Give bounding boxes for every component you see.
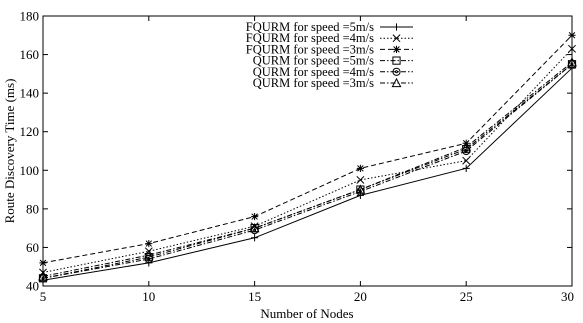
series-6-point [249, 222, 260, 233]
legend-marker-2 [392, 34, 401, 43]
legend-label-4: QURM for speed =5m/s [253, 54, 374, 68]
series-line-3 [42, 34, 573, 264]
plot-frame [42, 15, 573, 287]
series-3-point [356, 164, 364, 172]
x-tick-label: 25 [460, 289, 473, 304]
ticks-layer: 40 60 80 100 120 140 160 180 5 10 15 20 25 30 [20, 9, 575, 305]
series-6-point [143, 249, 154, 260]
legend-label-2: FQURM for speed =4m/s [246, 31, 374, 45]
series-markers [38, 31, 577, 284]
y-tick-label: 40 [26, 279, 39, 294]
x-tick-label: 20 [354, 289, 367, 304]
y-axis-title: Route Discovery Time (ms) [2, 79, 17, 224]
series-3-point [39, 259, 47, 267]
legend-marker-6 [391, 77, 402, 88]
legend-marker-5 [392, 67, 401, 76]
series-2-point [568, 44, 576, 53]
y-tick-label: 80 [26, 201, 39, 216]
x-tick-label: 30 [561, 289, 574, 304]
series-6-point [355, 184, 366, 194]
y-tick-label: 120 [20, 124, 40, 139]
x-tick-label: 10 [142, 289, 155, 304]
legend-label-3: FQURM for speed =3m/s [246, 42, 374, 56]
series-line-6 [42, 61, 573, 277]
series-line-5 [42, 63, 573, 279]
y-tick-label: 60 [26, 240, 39, 255]
series-2-point [356, 175, 365, 184]
legend-label-5: QURM for speed =4m/s [253, 65, 374, 79]
series-6-point [567, 57, 577, 67]
series-2-point [462, 156, 471, 165]
y-tick-label: 160 [20, 47, 40, 62]
legend-label-1: FQURM for speed =5m/s [246, 20, 374, 34]
x-tick-label: 5 [40, 289, 47, 304]
y-tick-label: 180 [20, 9, 40, 24]
x-axis-title: Number of Nodes [260, 306, 353, 321]
legend-marker-1 [392, 23, 401, 31]
legend-marker-3 [392, 45, 401, 53]
y-tick-label: 140 [20, 86, 40, 101]
series-6-point [461, 141, 472, 152]
series-line-2 [42, 48, 573, 273]
series-3-point [251, 212, 259, 221]
series-6-point [38, 271, 48, 281]
series-lines [42, 34, 573, 281]
legend-marker-4 [392, 56, 401, 65]
legend-label-6: QURM for speed =3m/s [253, 76, 374, 90]
y-tick-label: 100 [20, 163, 40, 178]
x-tick-label: 15 [248, 289, 261, 304]
series-3-point [568, 31, 576, 39]
series-1-point [251, 234, 259, 242]
series-line-1 [42, 67, 573, 281]
series-1-point [462, 164, 470, 172]
series-line-4 [42, 63, 573, 279]
series-3-point [145, 239, 153, 248]
